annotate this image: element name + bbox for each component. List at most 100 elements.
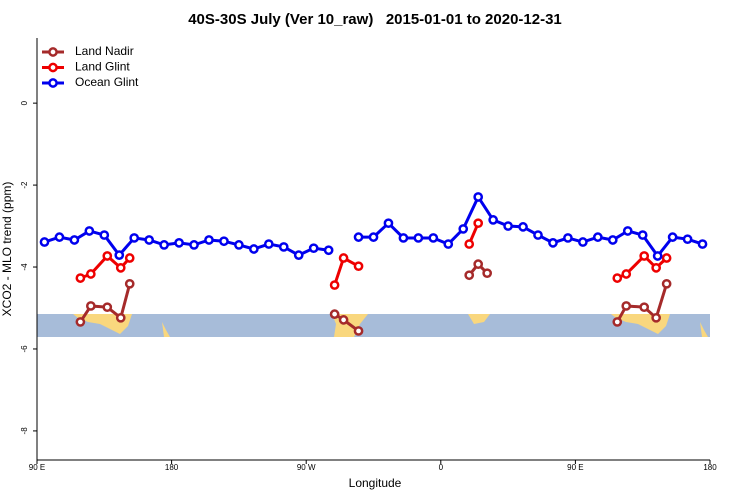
data-point bbox=[338, 315, 349, 325]
data-point bbox=[39, 237, 50, 247]
data-point bbox=[592, 232, 603, 242]
data-point bbox=[607, 235, 618, 245]
legend-marker bbox=[48, 47, 58, 57]
data-point bbox=[144, 235, 155, 245]
x-tick-label: 90 E bbox=[567, 463, 583, 472]
data-point bbox=[115, 262, 126, 273]
x-axis-label: Longitude bbox=[349, 476, 402, 490]
data-point bbox=[323, 245, 334, 256]
data-point bbox=[124, 278, 135, 289]
data-point bbox=[651, 312, 662, 323]
data-point bbox=[661, 253, 672, 263]
data-point bbox=[612, 273, 623, 283]
data-point bbox=[518, 222, 528, 232]
y-tick-label: -8 bbox=[20, 427, 29, 435]
map-band bbox=[37, 314, 710, 337]
x-tick-label: 90 E bbox=[29, 463, 45, 472]
data-point bbox=[102, 251, 113, 261]
data-point bbox=[234, 240, 244, 250]
data-point bbox=[383, 218, 394, 229]
data-point bbox=[85, 301, 96, 311]
data-point bbox=[204, 235, 214, 245]
data-point bbox=[667, 232, 678, 242]
data-point bbox=[159, 240, 169, 250]
data-point bbox=[488, 215, 498, 225]
data-point bbox=[263, 239, 274, 249]
y-tick-label: -4 bbox=[20, 263, 29, 271]
data-point bbox=[464, 270, 475, 281]
data-point bbox=[115, 312, 126, 323]
data-point bbox=[368, 232, 379, 242]
data-point bbox=[621, 269, 632, 279]
data-point bbox=[548, 238, 558, 248]
data-point bbox=[249, 244, 259, 254]
data-point bbox=[75, 273, 86, 283]
legend-entry: Land Glint bbox=[42, 60, 130, 74]
y-tick-label: 0 bbox=[20, 100, 29, 105]
x-tick-label: 0 bbox=[439, 463, 444, 472]
data-point bbox=[75, 317, 86, 327]
data-point bbox=[533, 230, 543, 240]
data-point bbox=[124, 253, 135, 263]
data-point bbox=[637, 230, 648, 240]
data-point bbox=[578, 237, 588, 247]
data-point bbox=[84, 226, 95, 236]
data-point bbox=[338, 253, 349, 263]
data-point bbox=[612, 317, 623, 327]
y-tick-label: -2 bbox=[20, 181, 29, 189]
data-point bbox=[473, 259, 484, 270]
data-point bbox=[398, 233, 409, 243]
data-point bbox=[651, 262, 662, 273]
land bbox=[700, 322, 708, 337]
data-point bbox=[697, 239, 708, 249]
x-tick-label: 90 W bbox=[297, 463, 316, 472]
data-point bbox=[482, 268, 493, 279]
data-point bbox=[473, 218, 484, 229]
data-point bbox=[639, 251, 650, 261]
legend-marker bbox=[48, 62, 58, 73]
data-point bbox=[622, 226, 633, 236]
data-point bbox=[353, 326, 364, 336]
ocean-band bbox=[37, 314, 710, 337]
data-point bbox=[473, 192, 484, 202]
data-point bbox=[464, 239, 475, 249]
x-tick-label: 180 bbox=[165, 463, 179, 472]
data-point bbox=[353, 232, 364, 242]
x-tick-label: 180 bbox=[703, 463, 717, 472]
series-line bbox=[44, 193, 703, 259]
y-tick-label: -6 bbox=[20, 345, 29, 353]
data-point bbox=[443, 239, 454, 249]
data-point bbox=[85, 269, 96, 279]
data-point bbox=[329, 309, 340, 319]
legend-marker bbox=[48, 78, 58, 88]
data-point bbox=[293, 250, 304, 260]
legend-label: Land Nadir bbox=[75, 44, 134, 58]
legend-entry: Ocean Glint bbox=[42, 75, 139, 89]
data-point bbox=[102, 302, 113, 313]
data-point bbox=[652, 251, 663, 261]
data-point bbox=[189, 240, 199, 250]
data-point bbox=[329, 280, 340, 290]
legend-label: Ocean Glint bbox=[75, 75, 139, 89]
legend-entry: Land Nadir bbox=[42, 44, 134, 58]
data-point bbox=[353, 261, 364, 272]
data-point bbox=[278, 242, 289, 252]
data-point bbox=[458, 224, 469, 234]
data-point bbox=[174, 238, 184, 248]
data-point bbox=[621, 301, 632, 311]
data-point bbox=[219, 236, 229, 247]
data-point bbox=[428, 233, 439, 243]
data-point bbox=[54, 232, 65, 242]
data-point bbox=[129, 233, 140, 243]
data-point bbox=[69, 235, 80, 245]
y-axis-label: XCO2 - MLO trend (ppm) bbox=[0, 182, 14, 317]
data-point bbox=[682, 234, 693, 245]
legend-label: Land Glint bbox=[75, 60, 130, 74]
data-point bbox=[99, 230, 110, 240]
land bbox=[468, 314, 490, 324]
data-point bbox=[114, 250, 125, 260]
chart-title: 40S-30S July (Ver 10_raw) 2015-01-01 to … bbox=[188, 11, 562, 28]
data-point bbox=[503, 221, 513, 231]
data-point bbox=[661, 278, 672, 289]
